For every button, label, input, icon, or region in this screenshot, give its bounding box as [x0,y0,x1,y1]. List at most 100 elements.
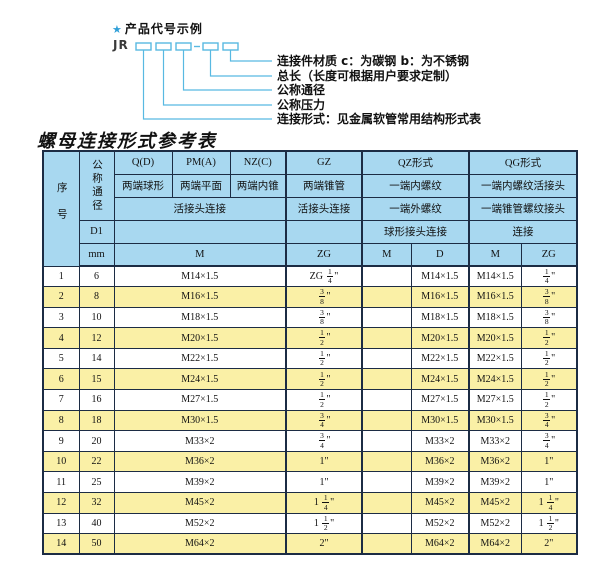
header-desc-gz: 两端锥管 [285,173,363,198]
cell-m: M36×2 [113,450,287,473]
header-seq: 序号 [42,150,80,267]
cell-qz-m [361,265,412,288]
leader-line [229,50,272,62]
cell-qz-m [361,347,412,370]
cell-qz-m [361,306,412,329]
header-qz-unit-m: M [361,242,412,267]
cell-qz-d: M52×2 [410,512,470,535]
cell-qg-zg: 3 8 " [520,286,578,308]
header-code-qg: QG形式 [467,150,578,175]
diagram-label-connection: 连接形式：见金属软管常用结构形式表 [277,112,482,126]
diagram-label-diameter: 公称通径 [277,83,326,97]
cell-qz-m [361,286,412,308]
cell-qz-d: M24×1.5 [410,368,470,391]
diagram-title: ★ 产品代号示例 [112,20,203,37]
header-unit-m: M [113,242,287,267]
nut-connection-table: 序号 公称通径 Q(D) PM(A) NZ(C) GZ QZ形式 QG形式 两端… [42,150,579,556]
cell-qz-d: M20×1.5 [410,327,470,349]
table-row: 12 32 M45×2 1 1 4 " M45×2 M45×2 1 1 4 " [42,492,578,514]
table-row: 13 40 M52×2 1 1 2 " M52×2 M52×2 1 1 2 " [42,512,578,535]
cell-gz: 1 2 " [285,368,363,391]
code-box [135,42,152,51]
cell-qg-m: M18×1.5 [468,306,522,329]
header-qz-row4: 球形接头连接 [361,219,470,244]
code-prefix: JR [113,38,129,52]
cell-gz: ZG 1 4 " [285,265,363,288]
table-row: 11 25 M39×2 1" M39×2 M39×2 1" [42,471,578,494]
cell-qg-zg: 1 2 " [520,389,578,411]
cell-qg-m: M27×1.5 [468,389,522,411]
cell-qz-d: M33×2 [410,430,470,452]
cell-seq: 10 [42,450,80,473]
cell-qz-d: M39×2 [410,471,470,494]
header-desc-q: 两端球形 [113,173,173,198]
cell-qg-zg: 3 8 " [520,306,578,329]
cell-qg-zg: 2" [520,533,578,555]
cell-m: M45×2 [113,492,287,514]
cell-qz-d: M18×1.5 [410,306,470,329]
cell-qz-m [361,409,412,432]
cell-qg-m: M22×1.5 [468,347,522,370]
cell-m: M39×2 [113,471,287,494]
code-box [155,42,172,51]
header-qpm-connection: 活接头连接 [113,196,287,221]
cell-dn: 18 [78,409,115,432]
cell-qz-m [361,430,412,452]
cell-qg-m: M30×1.5 [468,409,522,432]
cell-seq: 14 [42,533,80,555]
cell-gz: 3 4 " [285,409,363,432]
cell-dn: 12 [78,327,115,349]
cell-qz-d: M64×2 [410,533,470,555]
cell-qz-d: M30×1.5 [410,409,470,432]
cell-m: M64×2 [113,533,287,555]
cell-dn: 20 [78,430,115,452]
header-qg-unit-m: M [468,242,522,267]
cell-qg-m: M14×1.5 [468,265,522,288]
cell-qz-m [361,533,412,555]
cell-qz-m [361,471,412,494]
header-unit-zg: ZG [285,242,363,267]
cell-qg-zg: 1" [520,471,578,494]
cell-m: M27×1.5 [113,389,287,411]
leader-line [162,50,272,106]
header-desc-pm: 两端平面 [171,173,231,198]
cell-gz: 1" [285,471,363,494]
cell-m: M16×1.5 [113,286,287,308]
diagram-label-material: 连接件材质 c：为碳钢 b：为不锈钢 [277,54,470,68]
leader-line [182,50,272,91]
header-qz-row2: 一端内螺纹 [361,173,470,198]
header-qg-row4: 连接 [467,219,578,244]
cell-qg-m: M16×1.5 [468,286,522,308]
cell-qg-m: M24×1.5 [468,368,522,391]
cell-dn: 15 [78,368,115,391]
header-code-q: Q(D) [113,150,173,175]
cell-qg-zg: 1 4 " [520,265,578,288]
cell-m: M52×2 [113,512,287,535]
cell-qg-m: M20×1.5 [468,327,522,349]
header-mm: mm [78,242,115,267]
cell-seq: 8 [42,409,80,432]
cell-qg-m: M45×2 [468,492,522,514]
header-gz-connection: 活接头连接 [285,196,363,221]
header-blank-qpm [113,219,287,244]
cell-seq: 2 [42,286,80,308]
diagram-label-length: 总长（长度可根据用户要求定制） [277,69,458,83]
cell-m: M18×1.5 [113,306,287,329]
cell-qz-d: M45×2 [410,492,470,514]
cell-qz-m [361,492,412,514]
header-d1: D1 [78,219,115,244]
cell-seq: 7 [42,389,80,411]
cell-qg-zg: 3 4 " [520,409,578,432]
cell-seq: 4 [42,327,80,349]
header-qg-unit-zg: ZG [520,242,578,267]
header-code-qz: QZ形式 [361,150,470,175]
cell-gz: 1 2 " [285,347,363,370]
header-qz-unit-d: D [410,242,470,267]
cell-gz: 3 4 " [285,430,363,452]
cell-qg-m: M33×2 [468,430,522,452]
cell-qz-d: M14×1.5 [410,265,470,288]
header-dn: 公称通径 [78,150,115,221]
cell-qg-zg: 1 2 " [520,327,578,349]
table-row: 7 16 M27×1.5 1 2 " M27×1.5 M27×1.5 1 2 " [42,389,578,411]
